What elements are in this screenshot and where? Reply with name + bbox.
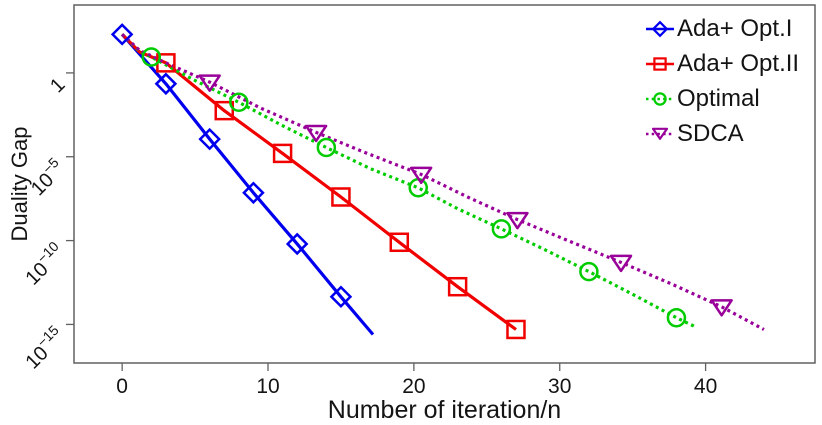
legend-item-ada-opt-i: Ada+ Opt.I <box>645 11 799 46</box>
y-tick-label: 10−15 <box>18 322 70 374</box>
x-tick-label: 0 <box>116 375 128 398</box>
plot-border <box>73 4 816 364</box>
triangle-down-marker <box>506 211 529 230</box>
circle-marker <box>408 178 428 198</box>
diamond-marker <box>198 127 221 151</box>
legend-item-optimal: Optimal <box>645 81 799 116</box>
diamond-marker-icon <box>646 20 674 37</box>
circle-marker <box>579 261 599 282</box>
legend-label: Optimal <box>677 84 760 112</box>
x-tick-label: 20 <box>402 375 425 398</box>
series-line-sdca <box>121 33 765 331</box>
triangle-down-marker <box>409 166 433 185</box>
square-marker <box>272 143 293 164</box>
diamond-marker <box>110 23 134 46</box>
triangle-down-marker <box>710 299 733 317</box>
circle-marker <box>666 307 687 328</box>
circle-marker <box>141 47 162 67</box>
legend-label: Ada+ Opt.II <box>677 49 800 77</box>
square-marker-icon <box>646 56 674 71</box>
diamond-marker <box>154 72 178 96</box>
x-tick-label: 40 <box>694 375 717 398</box>
series-line-ada-opt-i <box>120 33 375 336</box>
legend-label: Ada+ Opt.I <box>677 14 793 42</box>
square-marker <box>331 187 351 207</box>
triangle-down-marker <box>304 124 328 143</box>
square-marker <box>389 232 410 253</box>
circle-marker-icon <box>646 91 674 106</box>
diamond-marker <box>285 232 309 256</box>
y-axis-title: Duality Gap <box>7 126 32 242</box>
x-axis-title: Number of iteration/n <box>327 396 562 424</box>
x-tick-label: 30 <box>548 375 571 398</box>
triangle-down-marker-icon <box>646 127 674 140</box>
series-line-ada-opt-ii <box>120 33 517 331</box>
circle-marker <box>229 92 249 113</box>
square-marker <box>506 319 526 340</box>
legend-label: SDCA <box>677 119 744 147</box>
diamond-marker <box>242 181 265 205</box>
diamond-marker <box>329 285 353 309</box>
x-tick-label: 10 <box>256 375 279 398</box>
legend-item-sdca: SDCA <box>645 116 799 151</box>
square-marker <box>447 276 468 297</box>
triangle-down-marker <box>198 74 221 92</box>
circle-marker <box>316 137 337 158</box>
circle-marker <box>491 219 512 239</box>
y-tick-label: 1 <box>46 74 69 97</box>
triangle-down-marker <box>609 254 633 273</box>
series-line-optimal <box>120 33 695 328</box>
legend-item-ada-opt-ii: Ada+ Opt.II <box>645 46 799 81</box>
square-marker <box>214 100 234 121</box>
legend: Ada+ Opt.I Ada+ Opt.II Optimal SDCA <box>645 11 799 151</box>
